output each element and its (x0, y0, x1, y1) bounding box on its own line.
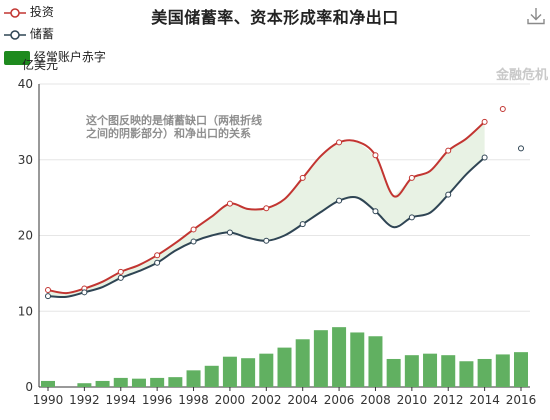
point-investment-2012[interactable] (445, 147, 452, 154)
legend-bar-icon-deficit (4, 50, 30, 65)
x-tick-label: 2014 (469, 393, 500, 407)
bar-deficit-2002[interactable] (259, 353, 274, 387)
x-tick-label: 2002 (251, 393, 282, 407)
bar-deficit-2004[interactable] (295, 339, 310, 387)
bar-deficit-1997[interactable] (168, 377, 183, 387)
point-investment-2010[interactable] (408, 174, 415, 181)
y-tick-label: 10 (18, 304, 33, 318)
point-investment-2000[interactable] (226, 200, 233, 207)
x-tick-label: 1990 (33, 393, 64, 407)
bar-deficit-1995[interactable] (131, 378, 146, 387)
bar-deficit-2005[interactable] (313, 330, 328, 387)
point-investment-2014[interactable] (481, 118, 488, 125)
legend-label-investment: 投资 (29, 5, 54, 19)
x-tick-label: 2012 (433, 393, 464, 407)
bar-deficit-2001[interactable] (241, 358, 256, 387)
point-saving-1992[interactable] (81, 289, 88, 296)
legend-investment[interactable]: 投资 (4, 3, 54, 20)
bar-deficit-2014[interactable] (477, 358, 492, 387)
x-tick-label: 2008 (360, 393, 391, 407)
bar-deficit-1998[interactable] (186, 370, 201, 387)
y-tick-label: 0 (25, 380, 33, 394)
bar-deficit-2010[interactable] (404, 355, 419, 387)
point-investment-2006[interactable] (336, 139, 343, 146)
point-saving-1996[interactable] (154, 259, 161, 266)
bar-deficit-2007[interactable] (350, 332, 365, 387)
point-saving-2006[interactable] (336, 197, 343, 204)
bar-deficit-2006[interactable] (332, 327, 347, 387)
chart-annotation: 这个图反映的是储蓄缺口（两根折线 之间的阴影部分）和净出口的关系 (86, 114, 262, 140)
legend-saving[interactable]: 储蓄 (4, 25, 54, 42)
x-tick-label: 2006 (324, 393, 355, 407)
watermark: 金融危机 (495, 68, 548, 83)
legend-line-icon-investment (4, 7, 26, 18)
bar-deficit-2008[interactable] (368, 336, 383, 387)
x-tick-label: 2016 (506, 393, 537, 407)
point-saving-2002[interactable] (263, 237, 270, 244)
bar-deficit-2000[interactable] (222, 356, 237, 387)
chart-title: 美国储蓄率、资本形成率和净出口 (151, 8, 399, 27)
point-investment-1994[interactable] (117, 268, 124, 275)
point-saving-1998[interactable] (190, 238, 197, 245)
bar-deficit-1993[interactable] (95, 380, 110, 387)
point-saving-1990[interactable] (45, 293, 51, 300)
y-axis-unit: 亿美元 (22, 58, 59, 72)
bar-deficit-2013[interactable] (459, 361, 474, 387)
point-saving-2014[interactable] (481, 154, 488, 161)
x-tick-label: 2000 (215, 393, 246, 407)
point-investment-2002[interactable] (263, 205, 270, 212)
point-investment-2015[interactable] (499, 105, 506, 112)
bar-deficit-2015[interactable] (495, 354, 510, 387)
legend-deficit[interactable]: 经常账户赤字 (4, 48, 106, 65)
bar-deficit-1992[interactable] (77, 383, 92, 387)
point-saving-2010[interactable] (408, 214, 415, 221)
x-tick-label: 1994 (105, 393, 136, 407)
legend-line-icon-saving (4, 29, 26, 40)
bar-deficit-1999[interactable] (204, 365, 219, 387)
point-saving-2000[interactable] (226, 229, 233, 236)
x-tick-label: 1998 (178, 393, 209, 407)
point-investment-2008[interactable] (372, 152, 379, 159)
bar-deficit-2011[interactable] (423, 353, 438, 387)
x-tick-label: 2004 (287, 393, 318, 407)
point-investment-1998[interactable] (190, 226, 197, 233)
bar-deficit-2003[interactable] (277, 347, 292, 387)
point-saving-2012[interactable] (445, 191, 452, 198)
y-tick-label: 40 (18, 77, 33, 91)
point-investment-2004[interactable] (299, 174, 306, 181)
x-tick-label: 2010 (397, 393, 428, 407)
legend-label-saving: 储蓄 (29, 27, 54, 41)
bar-deficit-1990[interactable] (41, 380, 55, 387)
bar-deficit-1994[interactable] (113, 377, 128, 387)
y-tick-label: 30 (18, 153, 33, 167)
bar-deficit-2012[interactable] (441, 355, 456, 387)
point-investment-1990[interactable] (45, 287, 51, 294)
point-saving-2008[interactable] (372, 208, 379, 215)
point-saving-1994[interactable] (117, 274, 124, 281)
bar-deficit-2009[interactable] (386, 358, 401, 387)
bar-deficit-2016[interactable] (514, 352, 528, 387)
legend-label-deficit: 经常账户赤字 (33, 50, 106, 64)
point-investment-1996[interactable] (154, 252, 161, 259)
download-icon[interactable] (526, 6, 546, 26)
y-tick-label: 20 (18, 229, 33, 243)
point-saving-2016[interactable] (518, 145, 524, 152)
bar-deficit-1996[interactable] (150, 377, 165, 387)
point-saving-2004[interactable] (299, 221, 306, 228)
x-tick-label: 1996 (142, 393, 173, 407)
x-tick-label: 1992 (69, 393, 100, 407)
